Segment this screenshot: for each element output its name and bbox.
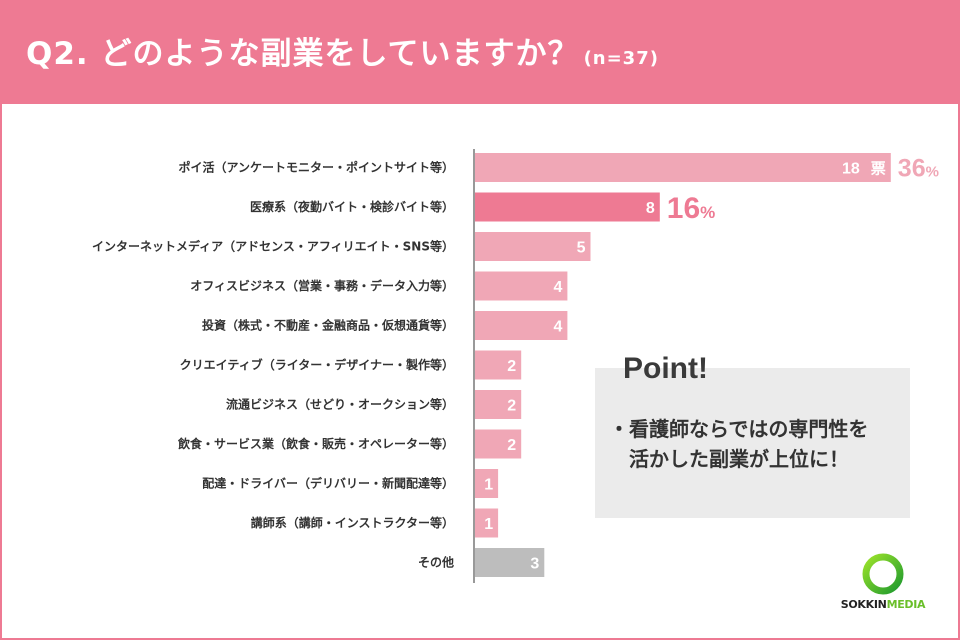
bar <box>475 232 591 261</box>
category-label: インターネットメディア（アドセンス・アフィリエイト・SNS等） <box>92 239 454 254</box>
logo-text: SOKKINMEDIA <box>836 598 930 611</box>
category-label: 講師系（講師・インストラクター等） <box>251 515 454 530</box>
bar <box>475 311 568 340</box>
category-label: 飲食・サービス業（飲食・販売・オペレーター等） <box>177 436 454 451</box>
point-line-2: 活かした副業が上位に！ <box>609 447 849 471</box>
logo-text-a: SOKKIN <box>840 598 887 611</box>
bar <box>475 508 499 538</box>
value-label: 2 <box>507 437 516 454</box>
category-label: その他 <box>418 555 454 570</box>
title-text: Q2. どのような副業をしていますか？ <box>26 36 580 72</box>
category-label: 配達・ドライバー（デリバリー・新聞配達等） <box>202 476 454 491</box>
bar <box>475 548 545 577</box>
percent-label: 16% <box>667 192 716 225</box>
category-label: 投資（株式・不動産・金融商品・仮想通貨等） <box>202 318 454 333</box>
point-text: ・看護師ならではの専門性を 活かした副業が上位に！ <box>609 414 868 474</box>
bar <box>475 350 522 380</box>
value-unit: 票 <box>871 160 886 178</box>
bar <box>475 153 891 182</box>
value-label: 2 <box>507 358 516 375</box>
value-label: 4 <box>553 319 562 336</box>
percent-unit: % <box>926 164 939 181</box>
value-label: 1 <box>484 516 493 533</box>
sokkin-media-logo: SOKKINMEDIA <box>836 552 930 616</box>
chart-title: Q2. どのような副業をしていますか？ (n=37) <box>26 28 659 73</box>
point-line-1: ・看護師ならではの専門性を <box>609 417 869 441</box>
bar <box>475 192 660 222</box>
point-title: Point! <box>623 352 708 385</box>
value-label: 3 <box>530 556 539 573</box>
value-label: 2 <box>507 398 516 415</box>
category-label: オフィスビジネス（営業・事務・データ入力等） <box>190 278 454 293</box>
value-label: 5 <box>577 240 586 257</box>
value-label: 4 <box>553 279 562 296</box>
logo-ring-icon <box>862 553 904 595</box>
value-label: 1 <box>484 477 493 494</box>
bar <box>475 390 522 419</box>
point-box: Point! ・看護師ならではの専門性を 活かした副業が上位に！ <box>595 352 910 518</box>
value-label: 18 <box>842 161 860 178</box>
category-label: 流通ビジネス（せどり・オークション等） <box>226 397 454 412</box>
category-label: クリエイティブ（ライター・デザイナー・製作等） <box>180 357 454 372</box>
sample-size: (n=37) <box>583 48 659 69</box>
bar <box>475 429 522 459</box>
percent-label: 36% <box>898 155 939 183</box>
bar <box>475 271 568 301</box>
header-bar: Q2. どのような副業をしていますか？ (n=37) <box>0 0 960 104</box>
percent-unit: % <box>700 203 715 222</box>
category-label: 医療系（夜勤バイト・検診バイト等） <box>250 199 454 214</box>
bar <box>475 469 499 498</box>
category-label: ポイ活（アンケートモニター・ポイントサイト等） <box>178 160 454 175</box>
logo-text-b: MEDIA <box>886 598 926 611</box>
value-label: 8 <box>646 200 655 217</box>
